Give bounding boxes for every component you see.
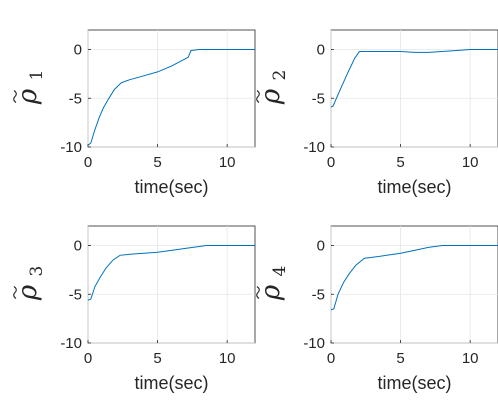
y-tick-label: 0 xyxy=(317,238,325,255)
y-tick-label: -5 xyxy=(69,90,82,107)
x-tick-label: 5 xyxy=(396,154,404,171)
x-tick-label: 5 xyxy=(396,350,404,367)
y-tick-label: -5 xyxy=(312,286,325,303)
y-axis-label: ρ1 xyxy=(13,70,47,105)
y-axis-subscript: 1 xyxy=(27,70,47,81)
series-line xyxy=(330,245,498,311)
y-tick-label: 0 xyxy=(317,42,325,59)
y-tick-label: -10 xyxy=(60,139,82,156)
y-axis-label: ρ3 xyxy=(13,266,47,301)
tilde-mark xyxy=(256,90,260,103)
plot-area xyxy=(330,29,498,148)
x-tick-label: 0 xyxy=(327,350,335,367)
y-tick-label: 0 xyxy=(74,42,82,59)
series-line xyxy=(330,49,498,108)
y-axis-label: ρ4 xyxy=(256,266,290,301)
y-tick-label: -10 xyxy=(60,335,82,352)
x-tick-label: 10 xyxy=(462,350,479,367)
y-axis-label: ρ2 xyxy=(256,70,290,105)
x-tick-label: 10 xyxy=(219,154,236,171)
tilde-mark xyxy=(13,286,17,299)
x-tick-label: 10 xyxy=(462,154,479,171)
x-tick-label: 5 xyxy=(153,154,161,171)
x-axis-label: time(sec) xyxy=(134,373,208,393)
tilde-mark xyxy=(256,286,260,299)
tilde-mark xyxy=(13,90,17,103)
y-axis-symbol: ρ xyxy=(13,88,43,105)
y-axis-symbol: ρ xyxy=(256,88,286,105)
x-axis-label: time(sec) xyxy=(134,177,208,197)
series-line xyxy=(87,49,255,146)
x-tick-label: 0 xyxy=(327,154,335,171)
plot-area xyxy=(330,225,498,344)
x-tick-label: 10 xyxy=(219,350,236,367)
plot-area xyxy=(87,225,256,344)
series-line xyxy=(87,245,255,301)
x-tick-label: 0 xyxy=(84,350,92,367)
x-axis-label: time(sec) xyxy=(377,177,451,197)
y-axis-symbol: ρ xyxy=(256,284,286,301)
x-tick-label: 0 xyxy=(84,154,92,171)
y-axis-subscript: 4 xyxy=(270,266,290,277)
plot-area xyxy=(87,29,256,148)
y-tick-label: 0 xyxy=(74,238,82,255)
y-axis-subscript: 3 xyxy=(27,266,47,277)
y-axis-symbol: ρ xyxy=(13,284,43,301)
x-tick-label: 5 xyxy=(153,350,161,367)
y-axis-subscript: 2 xyxy=(270,70,290,81)
y-tick-label: -5 xyxy=(312,90,325,107)
y-tick-label: -10 xyxy=(303,335,325,352)
x-axis-label: time(sec) xyxy=(377,373,451,393)
y-tick-label: -10 xyxy=(303,139,325,156)
y-tick-label: -5 xyxy=(69,286,82,303)
